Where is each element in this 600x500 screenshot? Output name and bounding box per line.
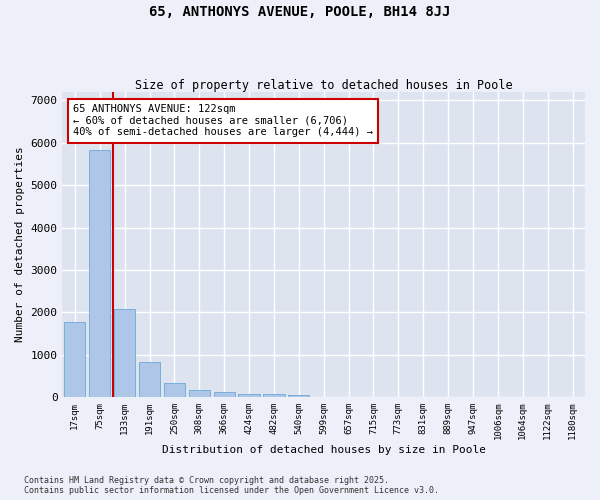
- Bar: [263, 394, 284, 397]
- Bar: [89, 150, 110, 397]
- Title: Size of property relative to detached houses in Poole: Size of property relative to detached ho…: [135, 79, 512, 92]
- Text: Contains HM Land Registry data © Crown copyright and database right 2025.
Contai: Contains HM Land Registry data © Crown c…: [24, 476, 439, 495]
- Bar: [139, 362, 160, 397]
- Text: 65, ANTHONYS AVENUE, POOLE, BH14 8JJ: 65, ANTHONYS AVENUE, POOLE, BH14 8JJ: [149, 5, 451, 19]
- Bar: [164, 382, 185, 397]
- Bar: [238, 394, 260, 397]
- Bar: [64, 322, 85, 397]
- X-axis label: Distribution of detached houses by size in Poole: Distribution of detached houses by size …: [162, 445, 486, 455]
- Bar: [114, 310, 135, 397]
- Y-axis label: Number of detached properties: Number of detached properties: [15, 146, 25, 342]
- Bar: [288, 396, 310, 397]
- Text: 65 ANTHONYS AVENUE: 122sqm
← 60% of detached houses are smaller (6,706)
40% of s: 65 ANTHONYS AVENUE: 122sqm ← 60% of deta…: [73, 104, 373, 138]
- Bar: [214, 392, 235, 397]
- Bar: [189, 390, 210, 397]
